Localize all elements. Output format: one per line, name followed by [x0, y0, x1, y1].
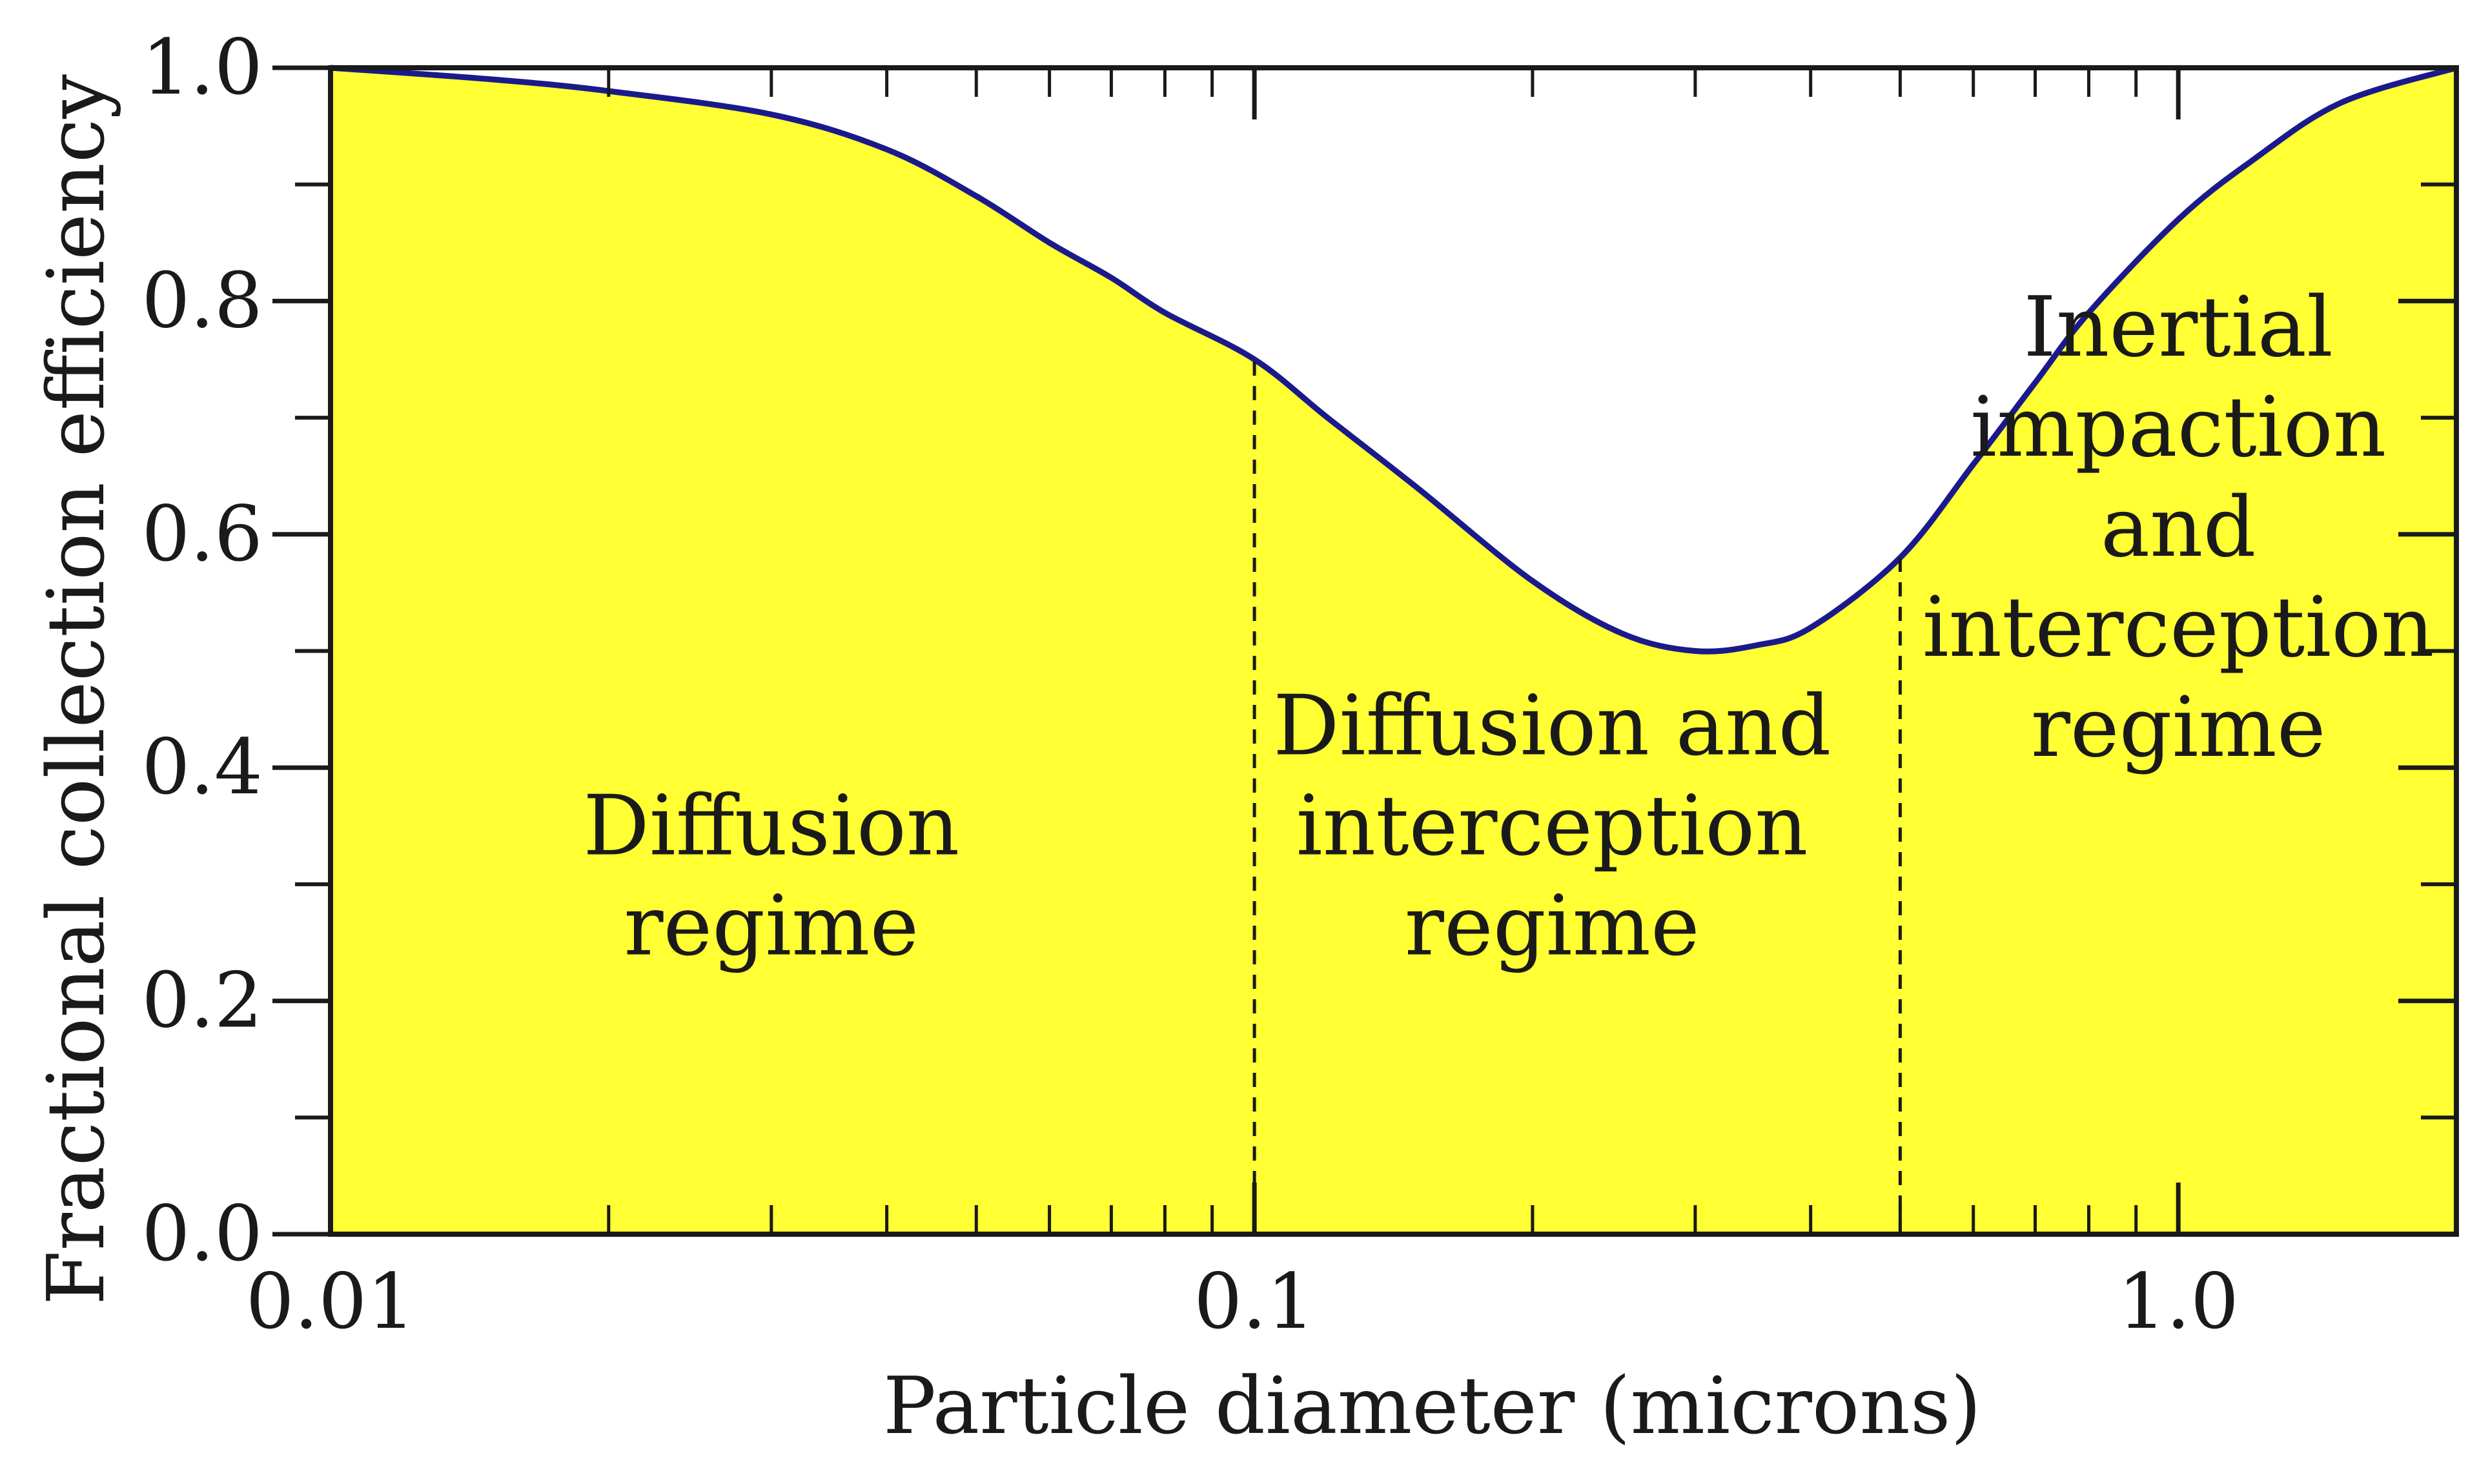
- y-axis-label: Fractional collection efficiency: [30, 74, 122, 1305]
- x-tick-label: 1.0: [2117, 1257, 2239, 1346]
- regime-label-2: Diffusion and interception regime: [1273, 678, 1831, 974]
- regime-label-line: Diffusion and: [1273, 678, 1831, 774]
- y-tick-label: 0.4: [141, 722, 263, 811]
- efficiency-area: [331, 68, 2456, 1234]
- regime-label-3: Inertial impaction and interception regime: [1923, 280, 2434, 776]
- regime-label-line: regime: [2031, 680, 2326, 776]
- regime-label-line: Inertial: [2023, 280, 2333, 376]
- y-tick-label: 0.2: [141, 956, 263, 1045]
- efficiency-area-layer: [331, 68, 2456, 1234]
- regime-label-1: Diffusion regime: [583, 778, 959, 974]
- x-tick-label: 0.1: [1194, 1257, 1315, 1346]
- efficiency-curve: [330, 65, 2458, 655]
- tick-label-layer: 0.0 0.2 0.4 0.6 0.8 1.0 0.01 0.1 1.0: [141, 23, 2239, 1346]
- regime-label-line: impaction: [1970, 380, 2386, 476]
- efficiency-line-layer: [330, 65, 2458, 655]
- regime-label-line: interception: [1296, 778, 1808, 874]
- y-tick-label: 0.6: [141, 489, 263, 578]
- regime-label-line: regime: [1405, 878, 1700, 974]
- y-tick-label: 0.0: [141, 1189, 263, 1278]
- regime-label-line: and: [2101, 480, 2256, 576]
- y-tick-label: 1.0: [141, 23, 263, 112]
- regime-label-line: interception: [1923, 580, 2434, 676]
- x-axis-label: Particle diameter (microns): [883, 1360, 1981, 1452]
- axis-tick-layer: [272, 65, 2456, 1237]
- y-tick-label: 0.8: [141, 256, 263, 345]
- regime-label-line: regime: [624, 878, 919, 974]
- x-tick-label: 0.01: [246, 1257, 416, 1346]
- regime-label-line: Diffusion: [583, 778, 959, 874]
